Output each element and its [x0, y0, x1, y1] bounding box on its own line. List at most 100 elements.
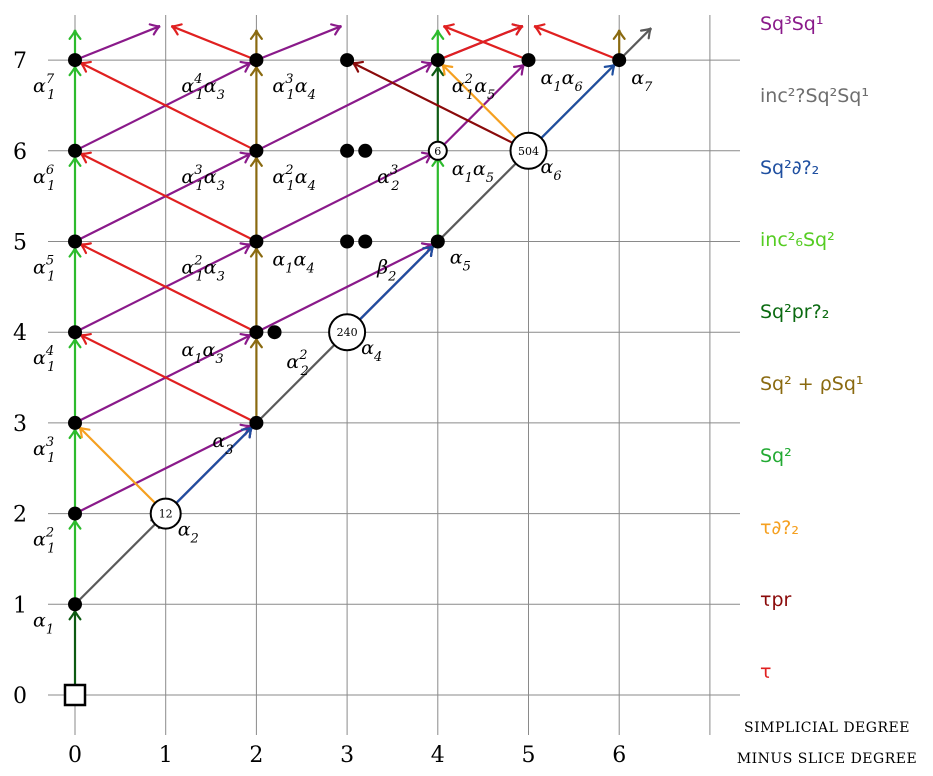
x-axis-label-line1: SIMPLICIAL DEGREE [744, 720, 910, 736]
arrow-red-head [533, 23, 546, 36]
arrow-dkred [351, 61, 525, 150]
legend-entry: inc²₆Sq² [760, 229, 835, 251]
circled-node [427, 140, 448, 161]
element-label: α3 1α3 [181, 163, 225, 194]
y-tick-label: 4 [13, 321, 27, 346]
dot [249, 415, 264, 430]
circled-node-label: 6 [434, 145, 441, 158]
circled-node-label: 240 [337, 326, 358, 339]
legend-entry: τ [760, 661, 771, 683]
arrow-blue [531, 63, 616, 149]
dot [68, 325, 82, 340]
arrow-olive-head [612, 29, 626, 40]
legend-entry: Sq² [760, 445, 792, 467]
dot [430, 234, 445, 249]
element-label: α6 [541, 156, 562, 184]
arrow-olive-head [249, 29, 263, 40]
legend-entry: Sq³Sq¹ [760, 13, 823, 35]
x-tick-label: 0 [68, 743, 82, 768]
element-label: α1 [33, 609, 54, 637]
legend-entry: τpr [760, 589, 791, 611]
differential-arrows [68, 23, 653, 690]
arrow-purple [260, 152, 433, 241]
element-label: β2 [376, 257, 396, 285]
dot [612, 53, 627, 68]
square-node [63, 683, 87, 707]
element-label: α1α4 [272, 249, 314, 277]
element-label: α3 [212, 430, 233, 458]
dot [358, 143, 373, 158]
x-tick-label: 6 [612, 743, 626, 768]
dot [68, 53, 82, 68]
chart-nodes: 12 240 6 504 [63, 53, 627, 707]
x-axis-label-line2: MINUS SLICE DEGREE [737, 751, 917, 767]
y-tick-label: 7 [13, 49, 27, 74]
element-label: α4 [361, 337, 382, 365]
dot [340, 143, 355, 158]
arrow-blue [349, 244, 435, 330]
arrow-purple [78, 424, 252, 513]
arrow-red [442, 25, 525, 60]
arrow-red [79, 243, 253, 331]
element-label: α2 1α4 [272, 163, 316, 194]
legend: Sq³Sq¹ inc²?Sq²Sq¹ Sq²∂?₂ inc²₆Sq² Sq²pr?₂ Sq… [760, 13, 869, 683]
arrow-red-head [511, 23, 524, 36]
x-tick-label: 4 [431, 743, 445, 768]
element-label: α5 [450, 247, 471, 275]
arrow-blue [168, 426, 253, 511]
dot [68, 597, 82, 612]
element-label: α1α6 [541, 67, 583, 95]
circled-node [149, 497, 182, 530]
x-tick-label: 5 [522, 743, 536, 768]
arrow-green-head [68, 29, 82, 40]
element-label: α2 1α3 [181, 254, 225, 285]
arrow-purple-head [330, 23, 343, 36]
arrow-red-head [170, 23, 183, 36]
element-label: α7 1 [33, 72, 55, 103]
y-tick-label: 1 [13, 593, 27, 618]
grid-lines [48, 15, 740, 735]
arrow-purple-head [148, 23, 161, 36]
legend-entry: inc²?Sq²Sq¹ [760, 85, 869, 107]
element-label: α1α5 [452, 158, 494, 186]
dot [249, 143, 264, 158]
arrow-red [170, 25, 253, 60]
element-label: α3 1α4 [272, 72, 316, 103]
arrow-red [533, 25, 615, 60]
arrow-gray [440, 154, 526, 239]
element-label: α6 1 [33, 163, 55, 194]
dot [249, 325, 264, 340]
arrow-purple [260, 61, 433, 150]
element-label: α2 1α5 [452, 72, 496, 103]
circled-node-label: 12 [159, 508, 173, 521]
dot [68, 143, 82, 158]
element-label: α3 2 [377, 163, 399, 194]
dot [358, 234, 373, 249]
arrow-red [79, 152, 253, 241]
element-label: α2 1 [33, 526, 55, 557]
element-label: α2 [178, 519, 199, 547]
arrow-purple [260, 25, 342, 60]
arrow-gray [259, 335, 344, 421]
arrow-red-head [442, 23, 455, 36]
circled-node-label: 504 [518, 145, 539, 158]
x-tick-label: 2 [249, 743, 263, 768]
element-labels: α1 α2 1 α3 1 α4 1 α5 1 α6 1 α7 1 α2 α3 α1α3 α2 1α3 α3 1α3 α4… [33, 67, 653, 637]
dot [430, 53, 445, 68]
element-label: α5 1 [33, 254, 55, 285]
arrow-purple [260, 243, 433, 331]
element-label: α7 [631, 67, 653, 95]
circled-node [509, 131, 548, 170]
element-label: α4 1 [33, 344, 55, 375]
y-tick-label: 6 [13, 140, 27, 165]
dot [68, 506, 82, 521]
dot [249, 53, 264, 68]
arrow-green-head [431, 29, 445, 40]
legend-entry: Sq² + ρSq¹ [760, 373, 864, 395]
y-tick-label: 0 [13, 684, 27, 709]
arrow-gray [77, 517, 163, 602]
dot [340, 53, 355, 68]
element-label: α3 1 [33, 435, 55, 466]
legend-entry: Sq²pr?₂ [760, 301, 829, 323]
dot [267, 325, 282, 340]
